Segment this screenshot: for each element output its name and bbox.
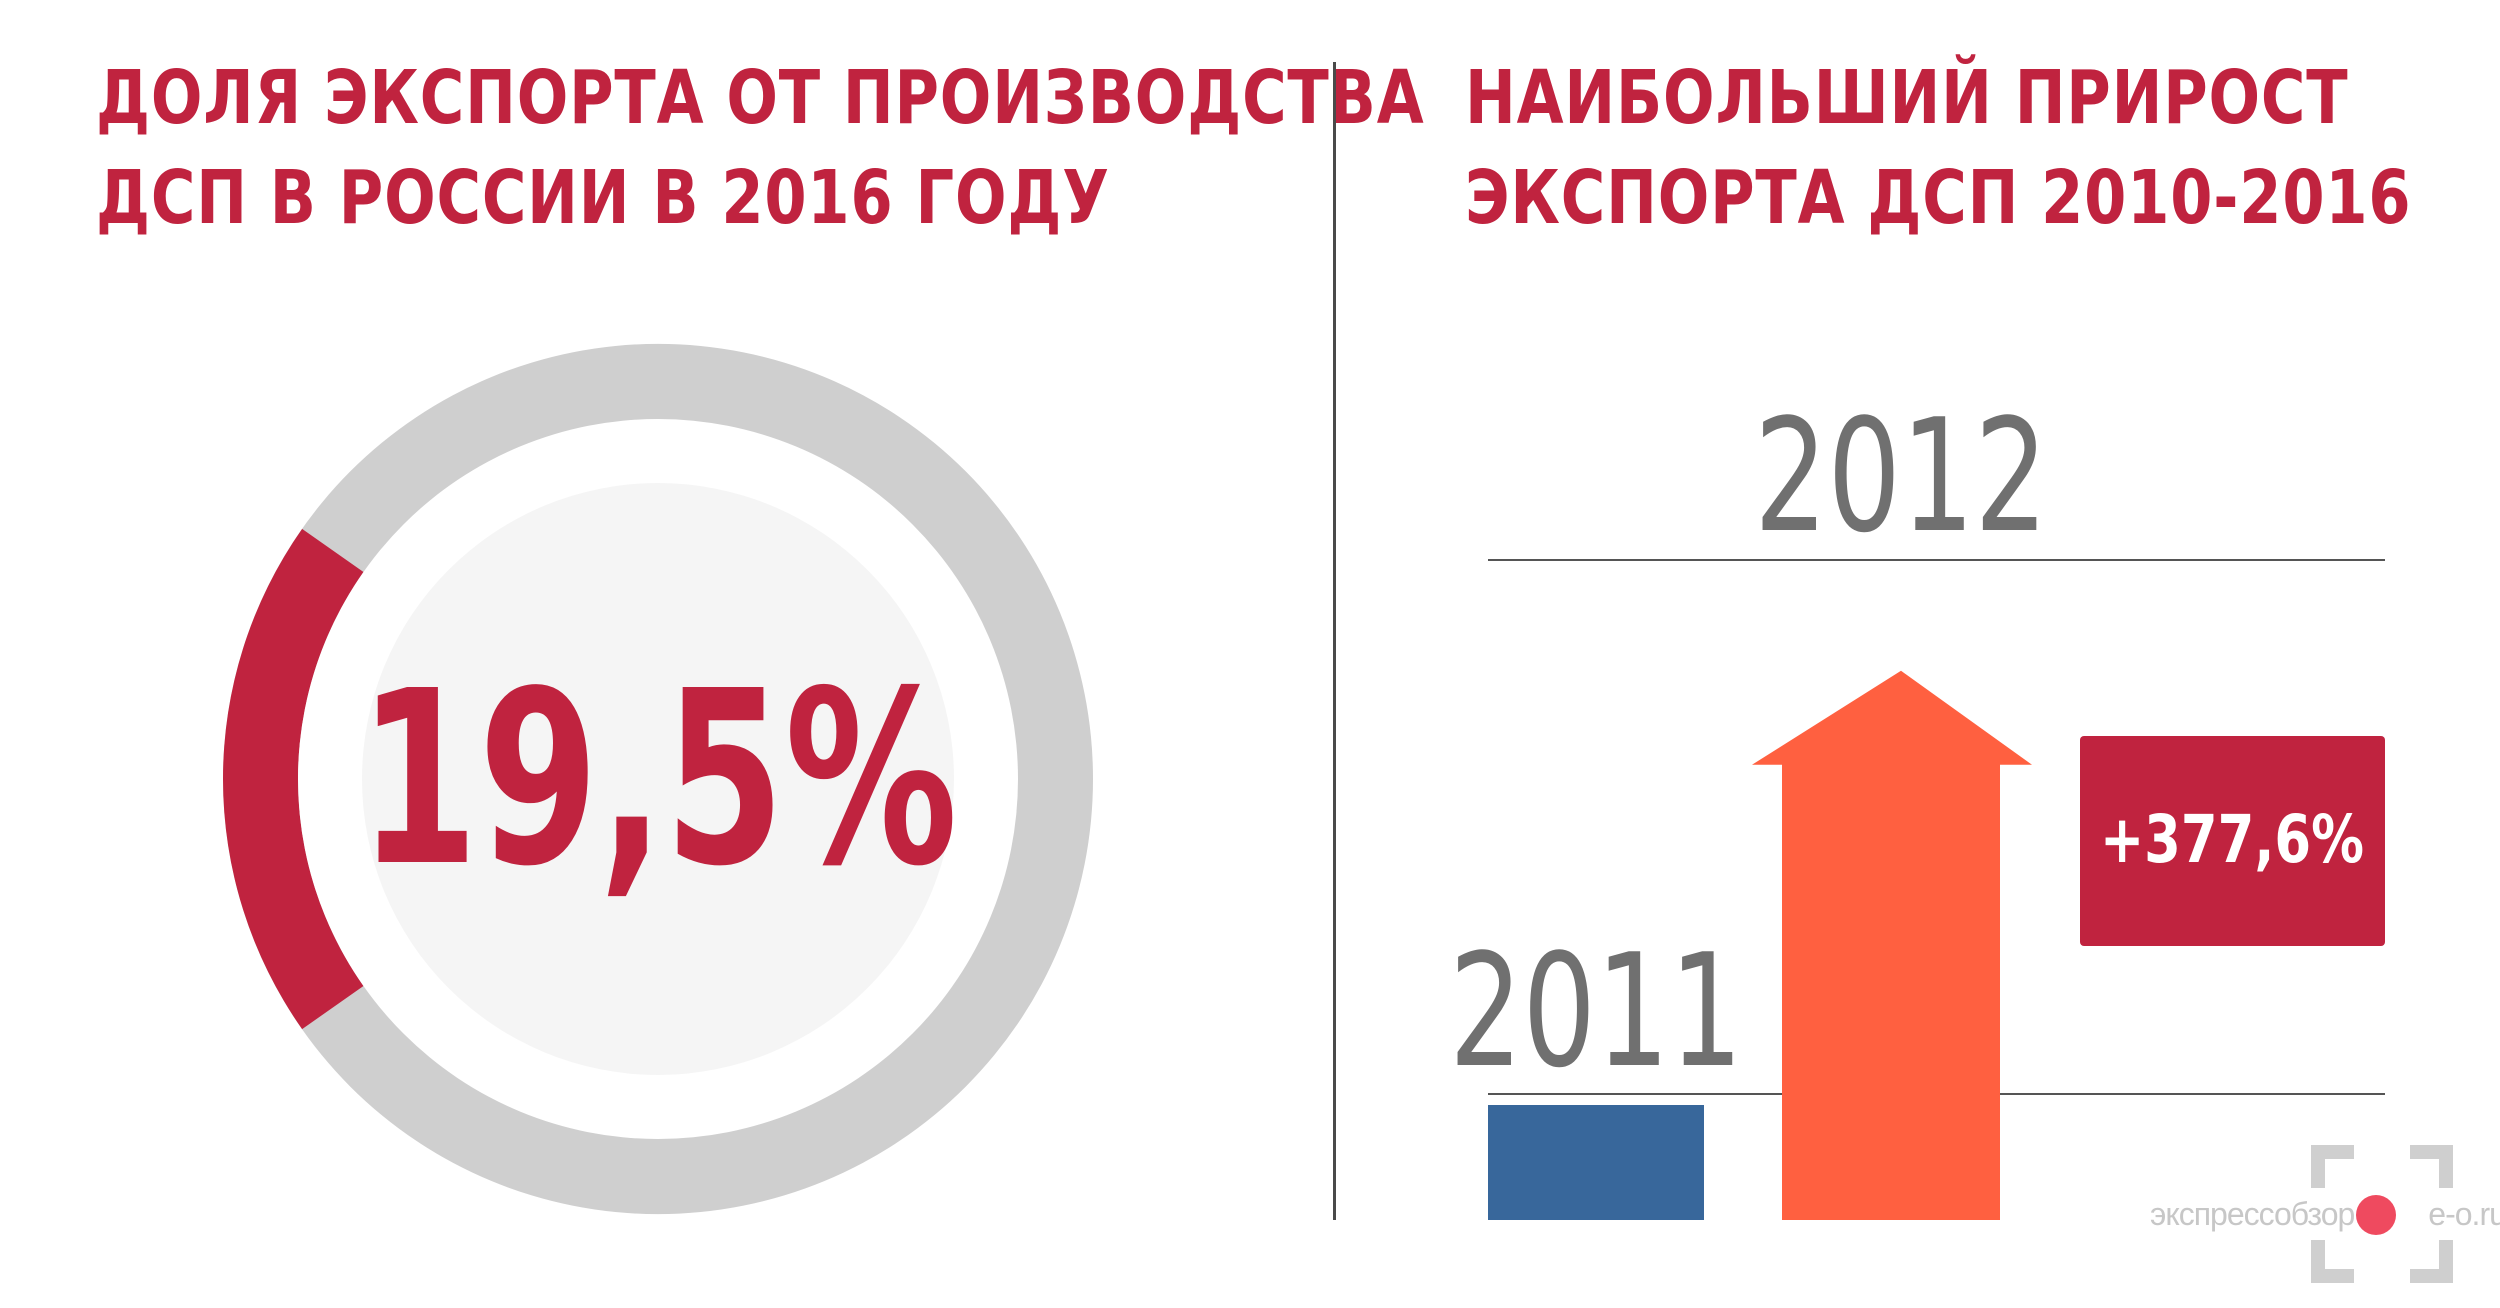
left-panel-title: ДОЛЯ ЭКСПОРТА ОТ ПРОИЗВОДСТВА ДСП В РОСС… (96, 48, 1424, 248)
watermark-frame-icon (2311, 1145, 2453, 1283)
year-label-2012: 2012 (1754, 387, 2048, 568)
right-panel-title: НАИБОЛЬШИЙ ПРИРОСТ ЭКСПОРТА ДСП 2010-201… (1465, 48, 2411, 248)
arrow-bar-2012 (1752, 670, 2032, 1220)
right-title-line-1: НАИБОЛЬШИЙ ПРИРОСТ (1465, 55, 2349, 141)
donut-value-label: 19,5% (358, 640, 957, 919)
bar-2011 (1488, 1105, 1704, 1220)
watermark-dot-icon (2356, 1195, 2396, 1235)
growth-chart: 2011 2012 +377,6% (1449, 387, 2385, 1220)
watermark-text: экспрессобзор e-o.ru (2150, 1196, 2500, 1233)
donut-share-arc (222, 528, 364, 1030)
year-label-2011: 2011 (1449, 922, 1743, 1103)
growth-badge-label: +377,6% (2100, 802, 2364, 878)
donut-core-disc (362, 483, 954, 1075)
watermark-text-right: e-o.ru (2428, 1196, 2500, 1232)
growth-badge (2080, 736, 2385, 946)
right-title-line-2: ЭКСПОРТА ДСП 2010-2016 (1465, 155, 2412, 241)
panel-divider (1333, 62, 1336, 1220)
left-title-line-1: ДОЛЯ ЭКСПОРТА ОТ ПРОИЗВОДСТВА (96, 55, 1425, 141)
export-share-donut: 19,5% (222, 343, 1094, 1215)
left-title-line-2: ДСП В РОССИИ В 2016 ГОДУ (96, 155, 1110, 241)
watermark-logo (2311, 1145, 2453, 1283)
watermark-text-left: экспрессобзор (2150, 1196, 2355, 1232)
